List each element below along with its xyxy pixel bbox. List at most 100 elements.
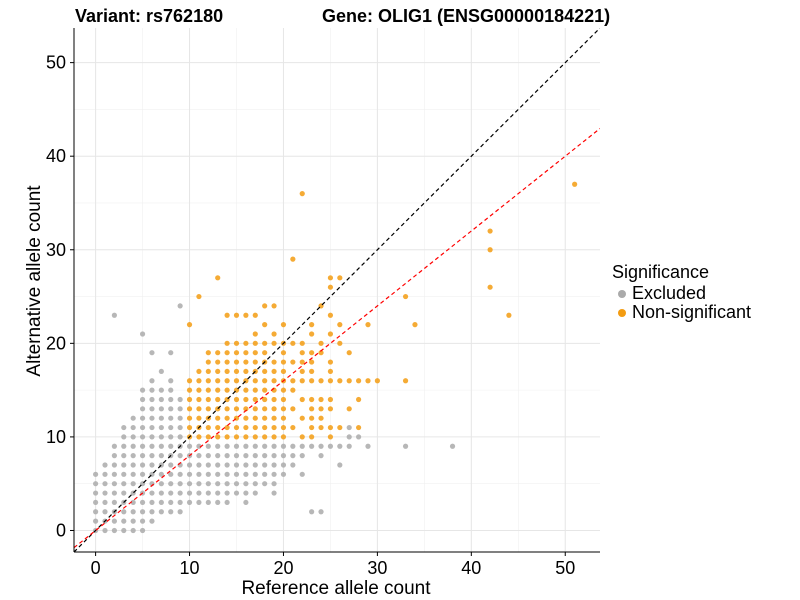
point-non-significant [196, 415, 202, 421]
series-non-significant [186, 181, 578, 440]
point-excluded [139, 387, 146, 393]
point-non-significant [252, 424, 258, 431]
point-excluded [215, 471, 221, 477]
point-non-significant [252, 359, 258, 365]
point-non-significant [262, 378, 268, 384]
point-excluded [168, 443, 174, 449]
point-non-significant [280, 406, 287, 412]
point-non-significant [572, 181, 578, 187]
point-excluded [139, 331, 146, 337]
legend-label-excluded: Excluded [632, 283, 707, 303]
point-excluded [337, 462, 343, 468]
point-non-significant [224, 340, 230, 346]
point-non-significant [487, 284, 493, 290]
point-non-significant [233, 396, 240, 403]
point-non-significant [252, 434, 258, 440]
point-non-significant [327, 284, 334, 290]
point-excluded [168, 490, 174, 496]
point-non-significant [299, 378, 305, 384]
point-excluded [168, 509, 174, 515]
point-non-significant [318, 378, 324, 384]
point-non-significant [196, 396, 202, 403]
point-excluded [186, 462, 193, 468]
point-non-significant [262, 415, 268, 421]
point-excluded [243, 471, 249, 477]
variant-title: Variant: rs762180 [75, 6, 224, 26]
point-excluded [168, 396, 174, 403]
point-excluded [365, 443, 371, 449]
point-excluded [149, 518, 155, 524]
point-excluded [121, 443, 127, 449]
point-excluded [243, 443, 249, 449]
point-excluded [252, 471, 258, 477]
point-excluded [102, 471, 108, 477]
legend-label-non-significant: Non-significant [632, 302, 752, 322]
point-non-significant [309, 434, 315, 440]
point-non-significant [186, 322, 193, 328]
point-non-significant [337, 378, 343, 384]
point-non-significant [365, 378, 371, 384]
point-non-significant [290, 424, 296, 431]
point-non-significant [205, 350, 211, 356]
point-non-significant [215, 275, 221, 281]
point-non-significant [224, 378, 230, 384]
point-excluded [139, 396, 146, 403]
point-non-significant [280, 368, 287, 375]
point-non-significant [252, 312, 258, 318]
point-excluded [215, 490, 221, 496]
tick-labels: 0 10 20 30 40 50 0 10 20 30 40 50 [46, 53, 575, 578]
point-non-significant [271, 378, 277, 384]
point-excluded [158, 481, 164, 487]
point-excluded [177, 303, 183, 309]
point-excluded [205, 462, 211, 468]
point-non-significant [309, 396, 315, 403]
point-excluded [130, 443, 136, 449]
point-excluded [177, 406, 183, 412]
point-excluded [149, 378, 155, 384]
point-excluded [139, 424, 146, 431]
point-excluded [215, 499, 221, 506]
point-non-significant [327, 378, 334, 384]
point-excluded [205, 499, 211, 506]
point-excluded [271, 490, 277, 496]
point-excluded [233, 453, 240, 459]
point-non-significant [280, 415, 287, 421]
point-non-significant [309, 322, 315, 328]
point-excluded [149, 424, 155, 431]
point-non-significant [215, 396, 221, 403]
point-excluded [168, 434, 174, 440]
point-excluded [130, 462, 136, 468]
point-non-significant [309, 424, 315, 431]
point-non-significant [299, 350, 305, 356]
point-non-significant [318, 406, 324, 412]
point-non-significant [233, 359, 240, 365]
point-excluded [271, 453, 277, 459]
point-excluded [149, 406, 155, 412]
point-excluded [130, 499, 136, 506]
x-tick-label: 40 [461, 558, 481, 578]
point-excluded [280, 471, 287, 477]
point-excluded [158, 415, 164, 421]
point-non-significant [186, 378, 193, 384]
point-non-significant [337, 275, 343, 281]
point-non-significant [243, 406, 249, 412]
point-excluded [130, 415, 136, 421]
point-excluded [121, 509, 127, 515]
point-non-significant [309, 368, 315, 375]
point-non-significant [271, 406, 277, 412]
point-excluded [121, 424, 127, 431]
point-excluded [130, 424, 136, 431]
point-non-significant [243, 312, 249, 318]
point-excluded [215, 453, 221, 459]
x-tick-label: 50 [555, 558, 575, 578]
point-excluded [168, 471, 174, 477]
point-non-significant [271, 434, 277, 440]
point-non-significant [205, 396, 211, 403]
point-non-significant [271, 368, 277, 375]
point-excluded [168, 415, 174, 421]
point-excluded [252, 490, 258, 496]
point-non-significant [299, 396, 305, 403]
point-non-significant [233, 424, 240, 431]
point-excluded [177, 509, 183, 515]
